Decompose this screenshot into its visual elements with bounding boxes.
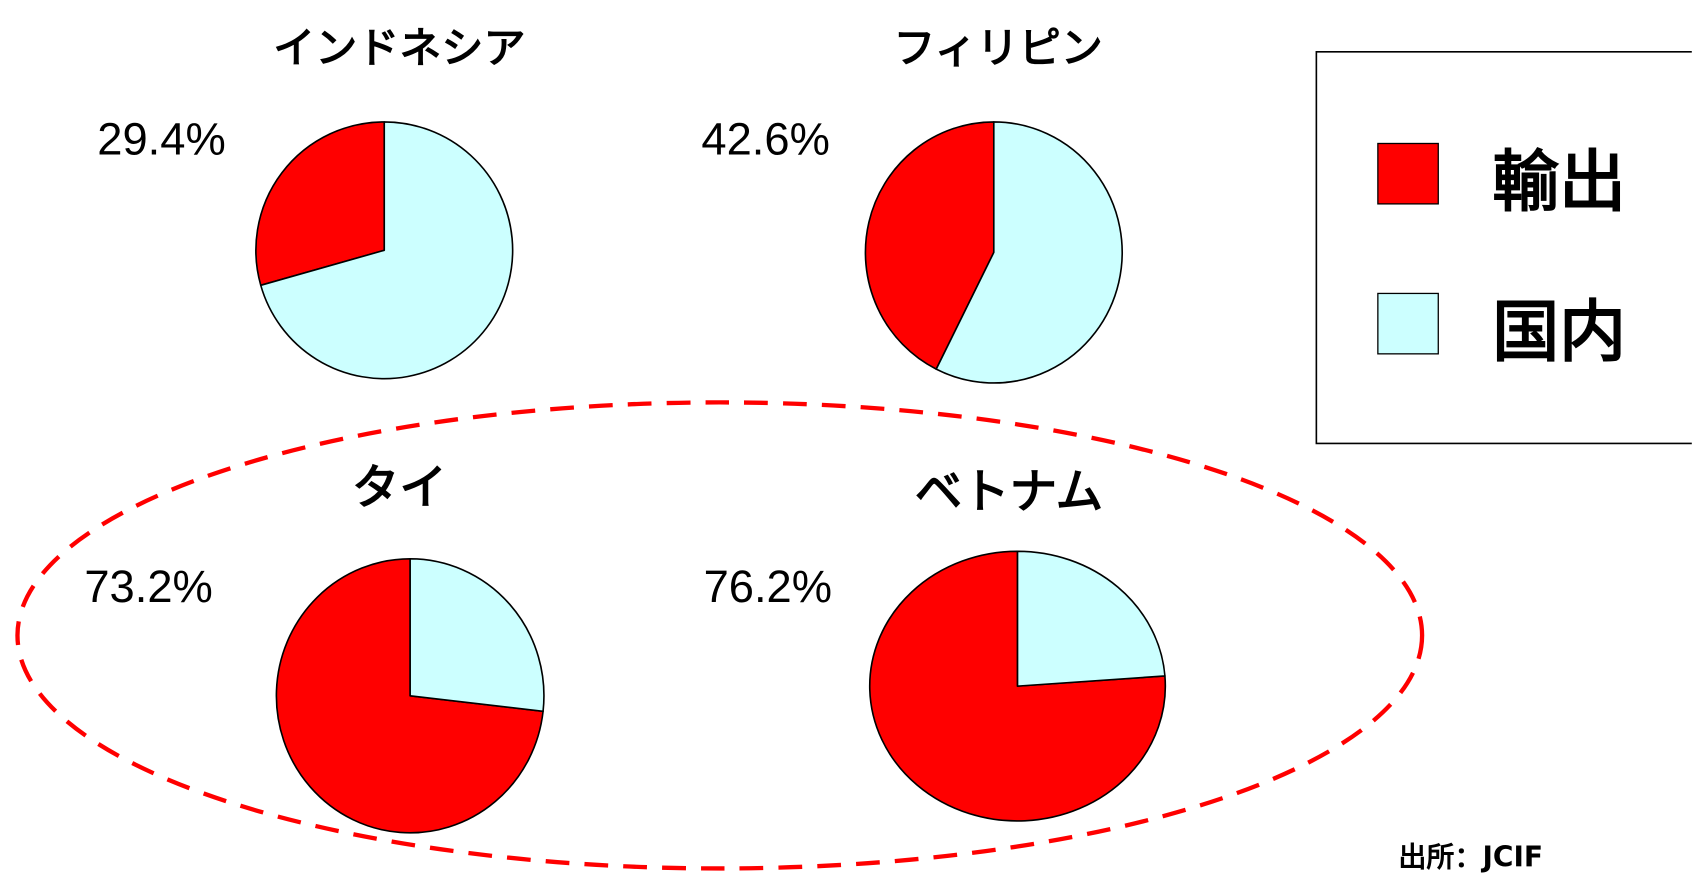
pie-slices-indonesia [255, 121, 514, 380]
pie-slice-export-philippines [864, 121, 995, 370]
pie-title-indonesia: インドネシア [273, 24, 525, 73]
pie-chart-thailand: タイ 73.2% [84, 461, 545, 834]
pie-slice-export-indonesia [255, 121, 386, 287]
source-note: 出所：JCIF [1398, 840, 1543, 873]
pie-slices-philippines [864, 121, 1123, 384]
pie-slice-domestic-indonesia [259, 121, 514, 380]
pie-slices-thailand [275, 558, 545, 834]
legend-swatch-export [1377, 142, 1439, 205]
pie-chart-vietnam: ベトナム 76.2% [704, 465, 1167, 822]
pie-data-label-indonesia: 29.4% [97, 113, 225, 164]
legend-swatch-domestic [1377, 292, 1439, 355]
pie-slice-domestic-thailand [409, 558, 545, 713]
pie-title-vietnam: ベトナム [915, 465, 1103, 520]
pie-chart-philippines: フィリピン 42.6% [701, 24, 1123, 384]
pie-data-label-thailand: 73.2% [84, 561, 212, 612]
pie-title-philippines: フィリピン [893, 24, 1102, 73]
legend-label-export: 輸出 [1492, 143, 1626, 221]
pie-slice-domestic-philippines [935, 121, 1123, 384]
pie-data-label-vietnam: 76.2% [704, 561, 832, 612]
highlight-ellipse [15, 400, 1425, 871]
legend-label-domestic: 国内 [1492, 293, 1626, 371]
pie-slices-vietnam [868, 550, 1167, 822]
legend-box [1315, 50, 1692, 445]
pie-chart-indonesia: インドネシア 29.4% [97, 24, 526, 380]
legend: 輸出 国内 [1315, 50, 1692, 445]
pie-title-thailand: タイ [352, 461, 447, 516]
pie-slice-domestic-vietnam [1016, 550, 1166, 687]
pie-data-label-philippines: 42.6% [701, 113, 829, 164]
